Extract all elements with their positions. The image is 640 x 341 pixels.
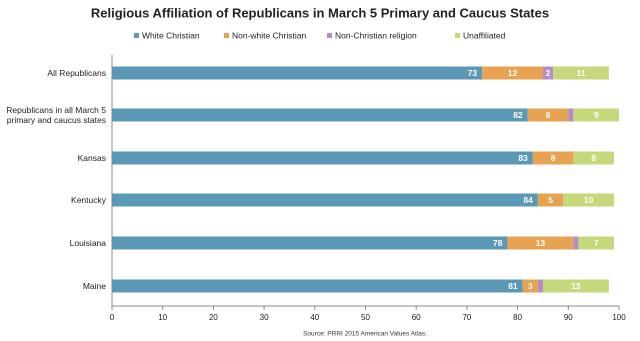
x-tick-label: 20 bbox=[209, 313, 218, 322]
data-label: 10 bbox=[584, 195, 594, 205]
data-label: 2 bbox=[546, 68, 551, 78]
data-label: 83 bbox=[518, 153, 528, 163]
category-label: Kansas bbox=[77, 153, 106, 163]
category-label: Republicans in all March 5 primary and c… bbox=[6, 105, 106, 125]
legend-label: White Christian bbox=[142, 30, 200, 40]
category-label: Maine bbox=[82, 281, 106, 291]
bar-segment bbox=[527, 108, 569, 122]
bar-segment bbox=[568, 108, 574, 122]
legend-swatch bbox=[134, 33, 139, 38]
data-label: 84 bbox=[523, 195, 533, 205]
legend-label: Unaffiliated bbox=[463, 30, 506, 40]
category-label: Louisiana bbox=[69, 238, 106, 248]
bar-segment bbox=[578, 236, 614, 250]
data-label: 13 bbox=[536, 238, 546, 248]
bar-segment bbox=[112, 66, 483, 80]
chart-title: Religious Affiliation of Republicans in … bbox=[91, 5, 549, 20]
data-label: 73 bbox=[468, 68, 478, 78]
x-tick-label: 50 bbox=[361, 313, 370, 322]
bar-segment bbox=[542, 279, 609, 293]
x-tick-label: 80 bbox=[513, 313, 522, 322]
bar-segment bbox=[563, 193, 614, 207]
data-label: 7 bbox=[594, 238, 599, 248]
legend-swatch bbox=[224, 33, 229, 38]
data-label: 9 bbox=[594, 110, 599, 120]
bar-segment bbox=[112, 193, 538, 207]
bar-segment bbox=[482, 66, 543, 80]
bar-segment bbox=[522, 279, 538, 293]
data-label: 8 bbox=[551, 153, 556, 163]
x-tick-label: 90 bbox=[564, 313, 573, 322]
data-label: 8 bbox=[546, 110, 551, 120]
bar-segment bbox=[507, 236, 574, 250]
bar-segment bbox=[537, 279, 543, 293]
bar-segment bbox=[542, 66, 554, 80]
x-tick-label: 40 bbox=[310, 313, 319, 322]
bar-segment bbox=[573, 151, 614, 165]
category-label: Kentucky bbox=[71, 195, 106, 205]
x-tick-label: 60 bbox=[412, 313, 421, 322]
data-label: 8 bbox=[591, 153, 596, 163]
data-label: 5 bbox=[548, 195, 553, 205]
bar-segment bbox=[112, 279, 523, 293]
bar-segment bbox=[112, 108, 528, 122]
x-tick-label: 100 bbox=[612, 313, 626, 322]
bar-segment bbox=[532, 151, 574, 165]
category-label: All Republicans bbox=[47, 68, 106, 78]
bar-segment bbox=[537, 193, 564, 207]
x-tick-label: 30 bbox=[260, 313, 269, 322]
legend-swatch bbox=[455, 33, 460, 38]
bar-segment bbox=[112, 151, 533, 165]
bar-segment bbox=[112, 236, 508, 250]
bar-segment bbox=[553, 66, 609, 80]
data-label: 13 bbox=[571, 281, 581, 291]
legend-swatch bbox=[327, 33, 332, 38]
bar-segment bbox=[573, 108, 619, 122]
data-label: 81 bbox=[508, 281, 518, 291]
data-label: 11 bbox=[576, 68, 585, 78]
x-tick-label: 10 bbox=[158, 313, 167, 322]
data-label: 82 bbox=[513, 110, 523, 120]
bar-segment bbox=[573, 236, 579, 250]
x-tick-label: 70 bbox=[462, 313, 471, 322]
legend-label: Non-Christian religion bbox=[335, 30, 417, 40]
data-label: 12 bbox=[508, 68, 518, 78]
x-tick-label: 0 bbox=[110, 313, 115, 322]
source: Source: PRRI 2015 American Values Atlas. bbox=[303, 331, 427, 338]
data-label: 3 bbox=[528, 281, 533, 291]
legend-label: Non-white Christian bbox=[232, 30, 306, 40]
data-label: 78 bbox=[493, 238, 503, 248]
